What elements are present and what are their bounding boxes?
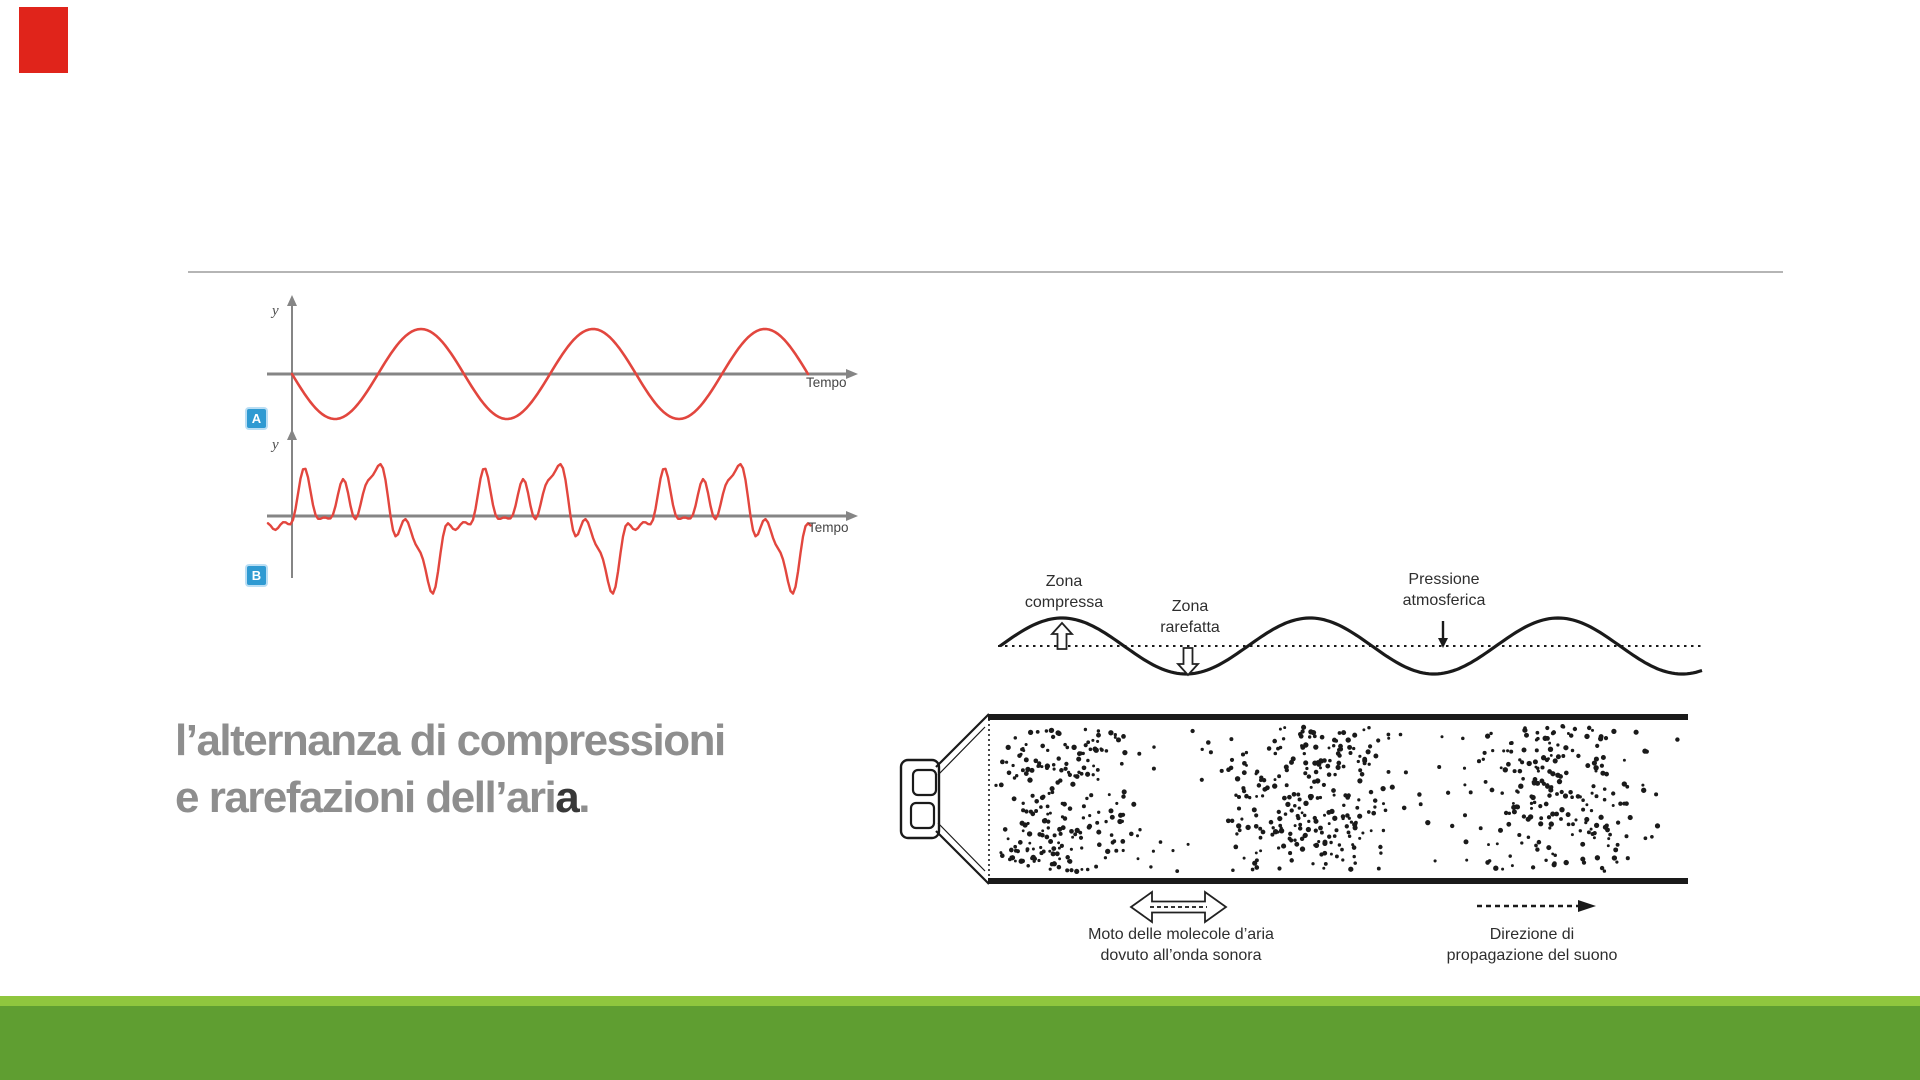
caption-line1: l’alternanza di compressioni xyxy=(175,716,726,765)
propagation-arrow-icon xyxy=(1477,900,1596,912)
label-zona-compressa: Zona compressa xyxy=(1024,573,1104,611)
speaker-icon xyxy=(899,713,990,885)
label-pressione-atmosferica: Pressione atmosferica xyxy=(1402,571,1486,609)
figure-a-x-axis-label: Tempo xyxy=(806,375,847,390)
footer-accent-strip xyxy=(0,996,1920,1006)
label-moto-molecole: Moto delle molecole d’aria dovuto all’ond… xyxy=(1088,926,1274,964)
caption-text: l’alternanza di compressioni e rarefazio… xyxy=(175,712,875,826)
figure-b-y-axis-label: y xyxy=(272,437,279,453)
caption-line2: e rarefazioni dell’aria. xyxy=(175,773,590,822)
figure-b-plot xyxy=(266,429,858,595)
footer-bar xyxy=(0,1006,1920,1080)
figure-b-badge: B xyxy=(247,566,266,585)
top-divider-line xyxy=(188,271,1783,273)
figure-a-y-axis-label: y xyxy=(272,303,279,319)
pressure-wave-plot xyxy=(998,616,1704,677)
accent-red-square xyxy=(19,7,68,73)
caption-highlight-letter: a xyxy=(555,773,579,822)
figure-b-x-axis-label: Tempo xyxy=(808,520,849,535)
molecule-band xyxy=(988,714,1688,884)
molecule-motion-arrow-icon xyxy=(1129,890,1228,924)
label-zona-rarefatta: Zona rarefatta xyxy=(1160,598,1220,636)
figure-a-badge: A xyxy=(247,409,266,428)
label-direzione-propagazione: Direzione di propagazione del suono xyxy=(1446,926,1618,964)
figure-a-plot xyxy=(267,295,858,432)
